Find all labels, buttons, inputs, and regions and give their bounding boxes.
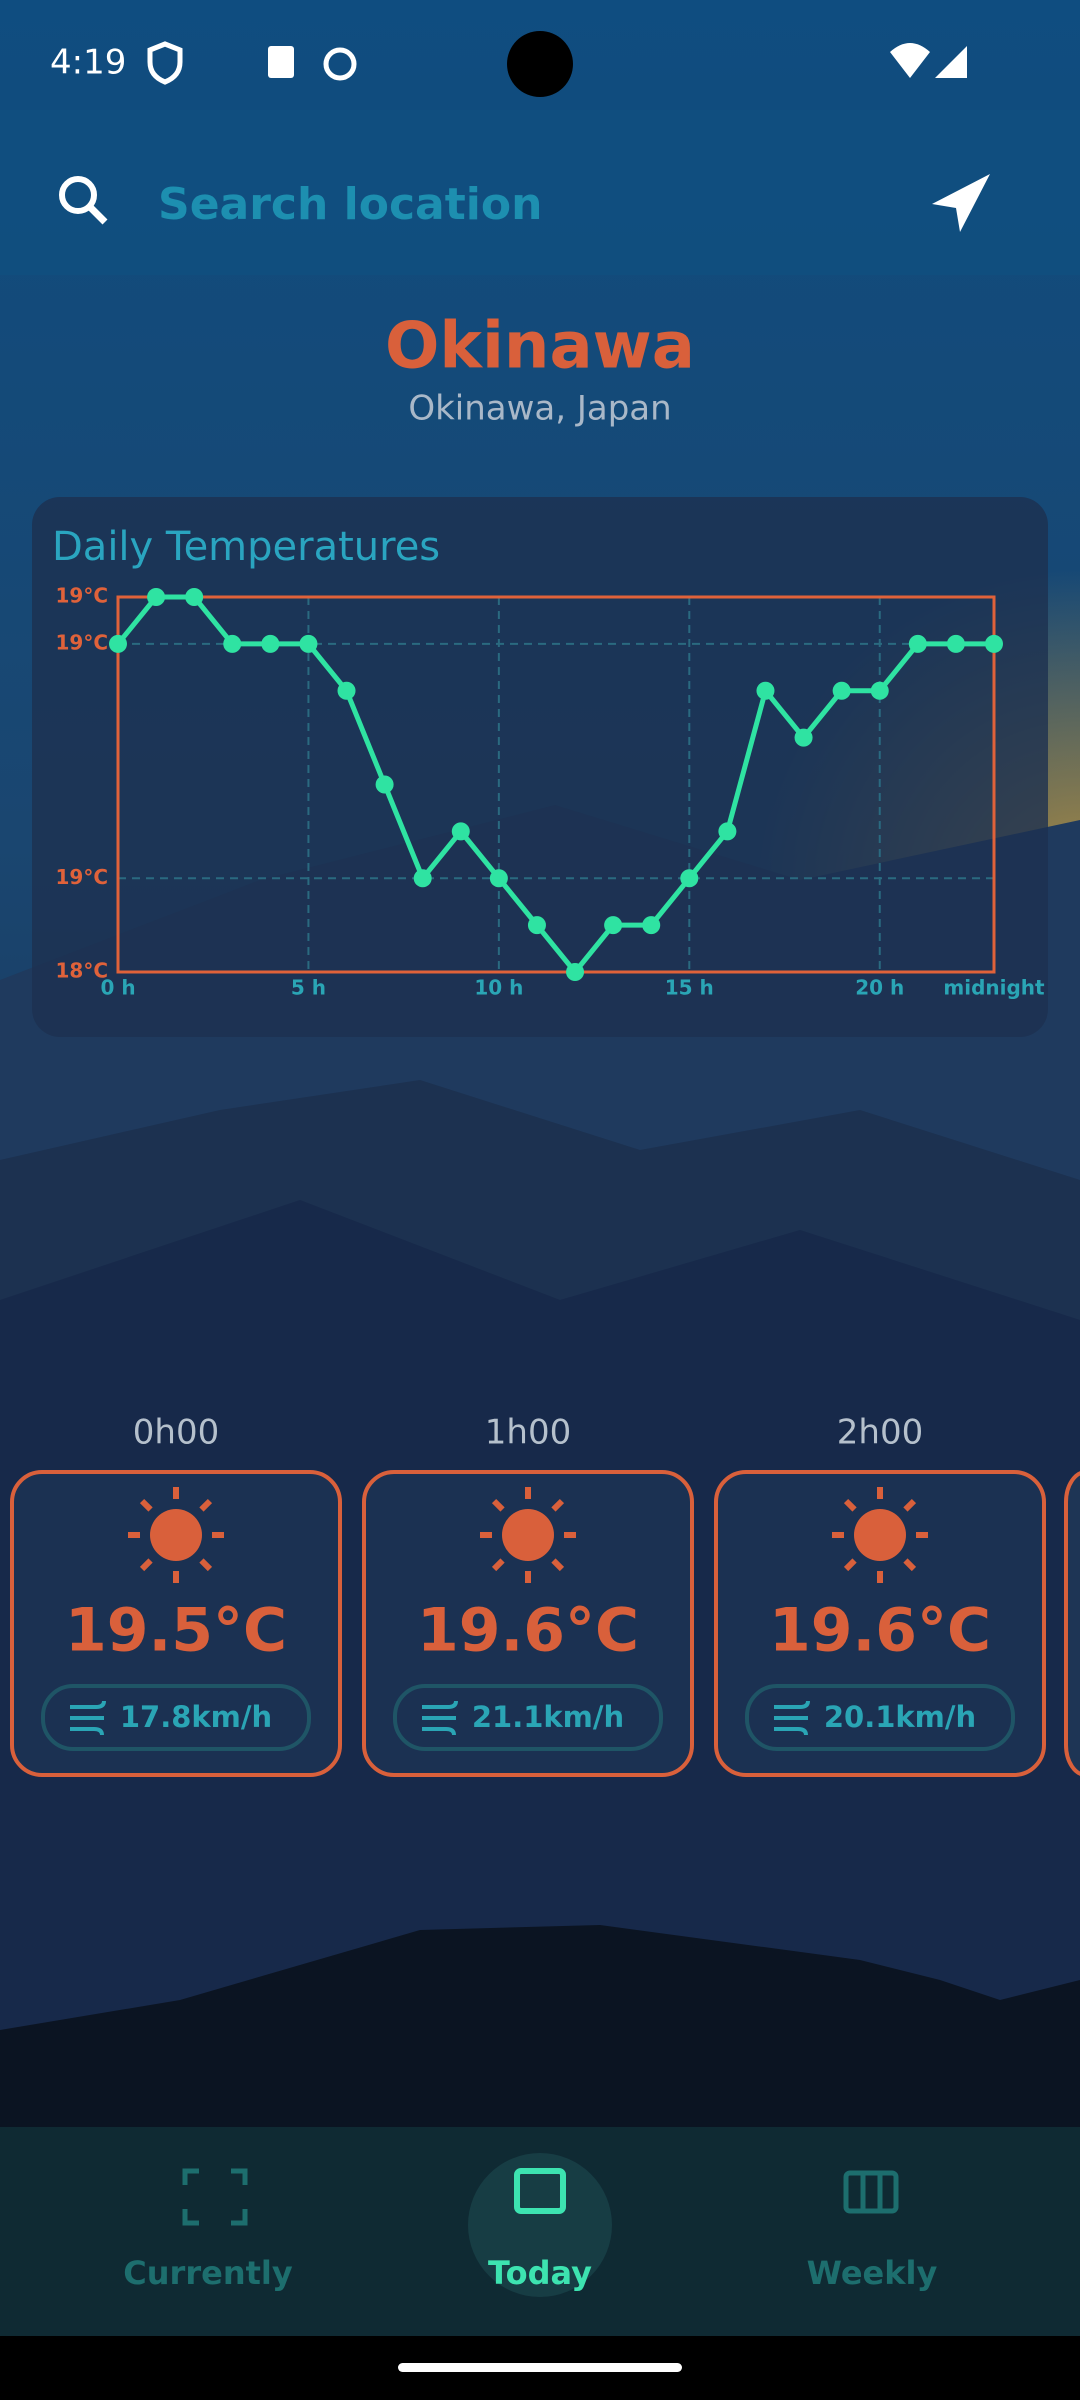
wind-pill <box>745 1684 1015 1751</box>
sun-ray <box>843 1498 857 1512</box>
sun-ray <box>139 1558 153 1572</box>
data-point <box>413 869 432 888</box>
hour-temperature: 19.6°C <box>417 1596 639 1666</box>
data-point <box>223 634 242 653</box>
card-partial[interactable] <box>1064 1471 1080 1776</box>
data-point <box>109 634 127 653</box>
nav-icon-today[interactable] <box>514 2168 566 2214</box>
plot-frame <box>116 595 996 974</box>
wind-icon <box>422 1700 458 1736</box>
nav-icon-currently[interactable] <box>182 2168 248 2226</box>
sun-ray <box>903 1558 917 1572</box>
sun-icon <box>502 1509 554 1561</box>
data-point <box>147 588 166 606</box>
status-time: 4:19 <box>50 43 126 83</box>
y-tick-label: 19°C <box>55 584 108 608</box>
data-point <box>185 588 204 606</box>
hour-wind: 20.1km/h <box>824 1700 976 1734</box>
nav-label[interactable]: Today <box>488 2254 592 2292</box>
data-point <box>794 728 813 747</box>
chart-panel <box>32 497 1048 1037</box>
data-point <box>870 681 889 700</box>
hour-label: 0h00 <box>133 1413 219 1453</box>
data-point <box>489 869 508 888</box>
hour-temperature: 19.6°C <box>769 1596 991 1666</box>
wind-pill <box>393 1684 663 1751</box>
y-tick-label: 19°C <box>55 865 108 889</box>
wind-icon <box>774 1700 810 1736</box>
x-tick-label: 0 h <box>100 976 135 1000</box>
data-point <box>680 869 699 888</box>
data-point <box>604 916 623 935</box>
data-point <box>756 681 775 700</box>
data-point <box>832 681 851 700</box>
data-point <box>527 916 546 935</box>
camera-cutout <box>507 31 573 97</box>
x-tick-label: 20 h <box>855 976 904 1000</box>
data-point <box>985 634 1003 653</box>
locate-button[interactable] <box>932 174 990 232</box>
hour-label: 2h00 <box>837 1413 923 1453</box>
sun-ray <box>139 1498 153 1512</box>
sun-ray <box>903 1498 917 1512</box>
hour-wind: 17.8km/h <box>120 1700 272 1734</box>
sun-ray <box>491 1498 505 1512</box>
sun-ray <box>491 1558 505 1572</box>
nav-icon-weekly[interactable] <box>843 2170 899 2214</box>
data-point <box>566 963 585 981</box>
data-point <box>718 822 737 841</box>
data-point <box>299 634 318 653</box>
wind-pill <box>41 1684 311 1751</box>
search-placeholder[interactable]: Search location <box>158 179 542 230</box>
home-indicator[interactable] <box>398 2363 682 2372</box>
hour-label: 1h00 <box>485 1413 571 1453</box>
data-point <box>908 634 927 653</box>
data-point <box>451 822 470 841</box>
data-point <box>946 634 965 653</box>
hour-card[interactable] <box>10 1470 342 1777</box>
sun-ray <box>551 1498 565 1512</box>
sun-ray <box>551 1558 565 1572</box>
chart: 19°C 19°C 19°C 18°C0 h 5 h 10 h 15 h 20 h midnig… <box>55 584 1045 1000</box>
x-tick-label: 5 h <box>291 976 326 1000</box>
hourly-cards: 0h00 19.5°C 17.8km/h 1h00 19.6°C 21.1km/h 2h00… <box>10 1413 1046 1777</box>
nav-highlight <box>468 2153 612 2297</box>
data-point <box>642 916 661 935</box>
x-tick-label: 15 h <box>665 976 714 1000</box>
x-tick-label: midnight <box>943 976 1045 1000</box>
chart-title: Daily Temperatures <box>52 524 440 570</box>
data-point <box>337 681 356 700</box>
search-bar[interactable] <box>0 110 1080 275</box>
hour-wind: 21.1km/h <box>472 1700 624 1734</box>
search-icon[interactable] <box>59 176 108 225</box>
hour-temperature: 19.5°C <box>65 1596 287 1666</box>
y-tick-label: 19°C <box>55 630 108 654</box>
x-tick-label: 10 h <box>474 976 523 1000</box>
sun-icon <box>854 1509 906 1561</box>
sun-ray <box>199 1558 213 1572</box>
sun-ray <box>843 1558 857 1572</box>
sun-icon <box>150 1509 202 1561</box>
status-icons <box>147 41 967 85</box>
city-name: Okinawa <box>385 310 695 384</box>
region-name: Okinawa, Japan <box>408 389 671 429</box>
nav-label[interactable]: Currently <box>123 2254 293 2292</box>
data-point <box>375 775 394 794</box>
sun-ray <box>199 1498 213 1512</box>
wind-icon <box>70 1700 106 1736</box>
y-tick-label: 18°C <box>55 959 108 983</box>
data-point <box>261 634 280 653</box>
hour-card[interactable] <box>714 1470 1046 1777</box>
hour-card[interactable] <box>362 1470 694 1777</box>
nav-label[interactable]: Weekly <box>807 2254 938 2292</box>
